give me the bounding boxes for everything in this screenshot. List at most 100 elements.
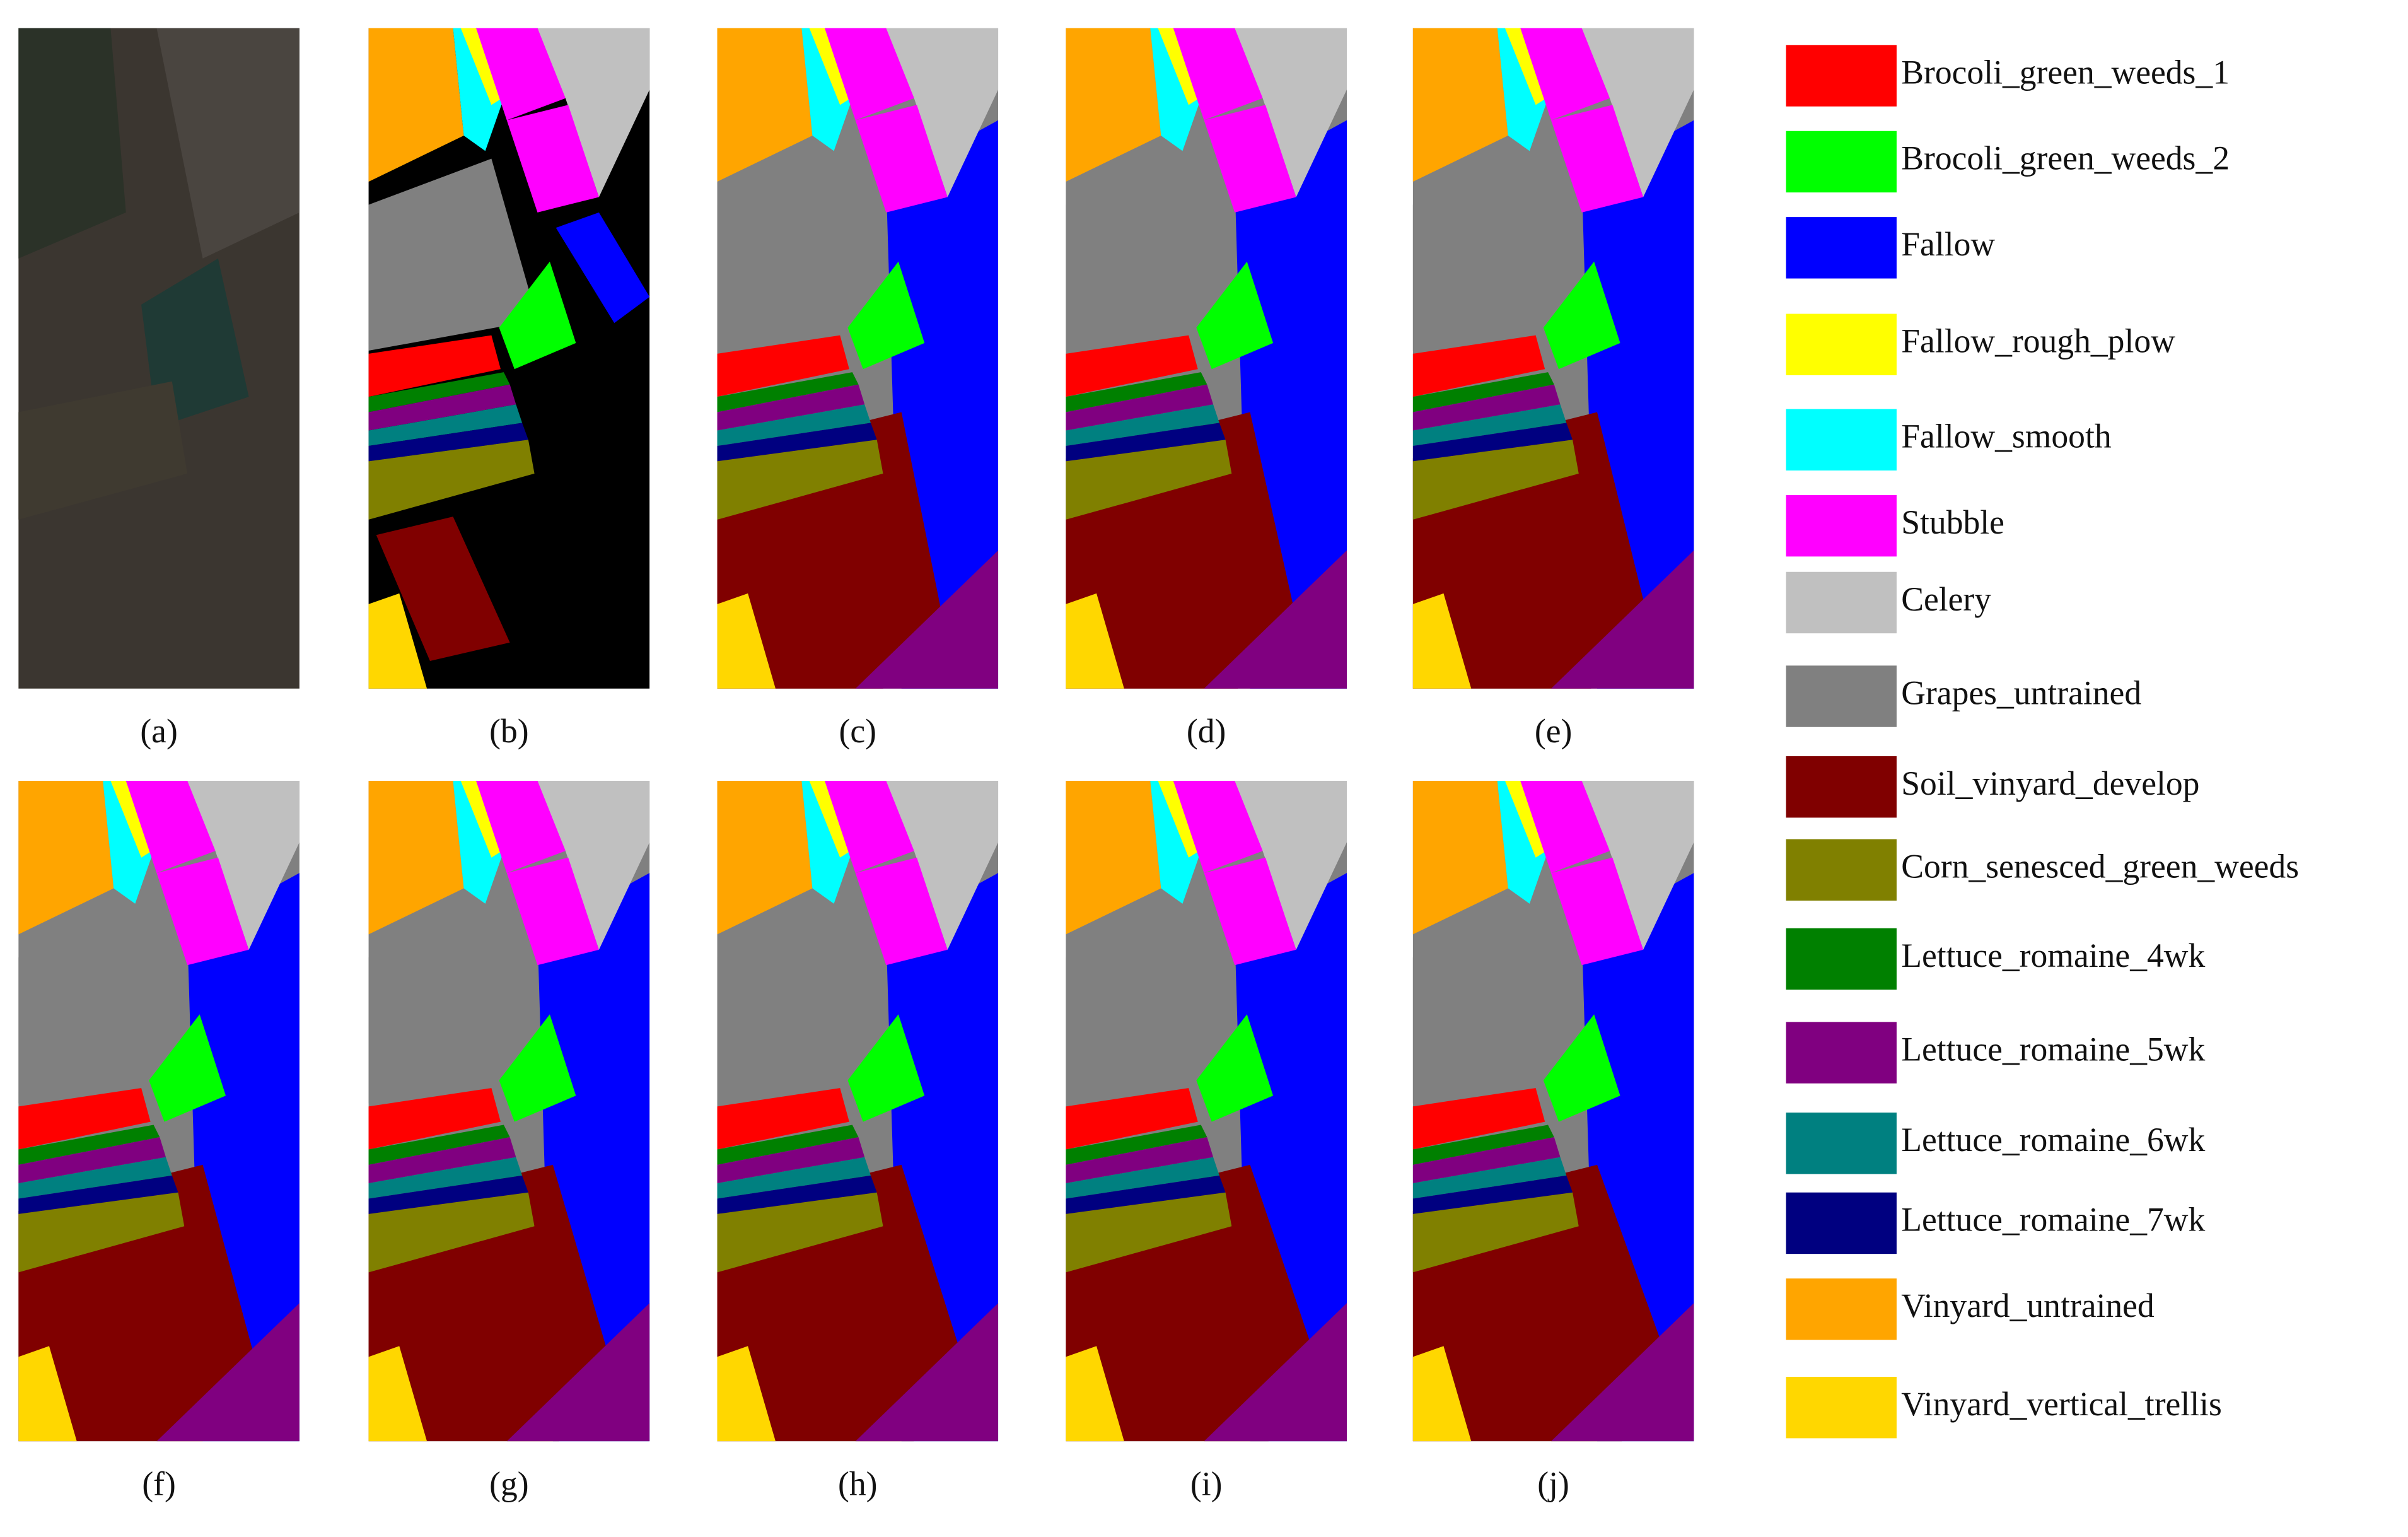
class-region <box>717 335 849 397</box>
legend-label: Corn_senesced_green_weeds <box>1901 848 2299 885</box>
class-region <box>1066 423 1226 462</box>
class-region <box>1497 780 1551 904</box>
class-region <box>717 1137 865 1184</box>
panel-label: (a) <box>140 712 177 750</box>
legend-label: Brocoli_green_weeds_2 <box>1901 139 2230 177</box>
class-region <box>18 1137 166 1184</box>
class-region <box>1600 212 1694 324</box>
class-region <box>1253 965 1347 1076</box>
class-region <box>368 1088 501 1150</box>
panel-label: (j) <box>1537 1465 1569 1503</box>
class-region <box>18 1175 178 1214</box>
legend-swatch <box>1786 45 1897 107</box>
legend-label: Lettuce_romaine_7wk <box>1901 1201 2205 1239</box>
class-region <box>368 335 501 397</box>
class-region <box>1073 517 1207 662</box>
class-region <box>476 28 569 120</box>
class-region <box>1204 550 1347 689</box>
class-region <box>1196 261 1274 370</box>
class-region <box>1412 911 1582 1104</box>
class-region <box>1412 593 1472 689</box>
legend-swatch <box>1786 839 1897 901</box>
legend-label: Vinyard_untrained <box>1901 1287 2155 1324</box>
class-region <box>1073 1269 1207 1414</box>
legend-label: Fallow_rough_plow <box>1901 322 2175 360</box>
class-region <box>149 1014 226 1122</box>
legend-swatch <box>1786 313 1897 375</box>
class-region <box>453 28 507 151</box>
class-region <box>1158 28 1201 105</box>
class-region <box>1550 105 1644 213</box>
panel-label: (c) <box>839 712 876 750</box>
class-region <box>506 105 599 213</box>
class-region <box>156 857 249 966</box>
class-region <box>206 965 300 1076</box>
class-region <box>1066 911 1235 1104</box>
map-content <box>1066 780 1347 1442</box>
class-region <box>18 1192 185 1273</box>
class-region <box>18 1125 160 1165</box>
class-region <box>187 780 300 950</box>
legend-swatch <box>1786 665 1897 727</box>
class-region <box>717 1192 883 1273</box>
classification-map <box>18 780 300 1442</box>
panel-label: (h) <box>838 1465 877 1503</box>
class-region <box>717 372 859 412</box>
legend-label: Lettuce_romaine_6wk <box>1901 1121 2205 1159</box>
class-region <box>499 1014 576 1122</box>
class-region <box>717 440 883 520</box>
panel-label: (i) <box>1190 1465 1223 1503</box>
map-content <box>18 28 300 689</box>
class-region <box>824 780 917 874</box>
legend-swatch <box>1786 928 1897 990</box>
class-region <box>904 212 999 324</box>
class-region <box>1066 1192 1232 1273</box>
class-region <box>717 1157 871 1199</box>
legend-label: Lettuce_romaine_5wk <box>1901 1030 2205 1068</box>
class-region <box>103 780 157 904</box>
legend-swatch <box>1786 756 1897 818</box>
class-region <box>368 780 464 935</box>
class-region <box>717 780 813 935</box>
class-region <box>1173 780 1265 874</box>
map-content <box>1066 28 1347 689</box>
class-region <box>368 1157 523 1199</box>
class-region <box>1235 28 1347 197</box>
class-region <box>1066 1157 1219 1199</box>
class-region <box>368 1125 510 1165</box>
class-region <box>1581 28 1694 197</box>
legend-swatch <box>1786 217 1897 279</box>
classification-map <box>18 28 300 689</box>
panel-label: (e) <box>1535 712 1572 750</box>
field <box>18 28 126 259</box>
class-region <box>1412 423 1573 462</box>
class-region <box>368 1175 528 1214</box>
class-region <box>1158 780 1201 858</box>
class-region <box>1412 1192 1579 1273</box>
class-region <box>1550 857 1644 966</box>
class-region <box>1412 1346 1472 1442</box>
legend-label: Grapes_untrained <box>1901 674 2141 711</box>
class-region <box>1150 780 1204 904</box>
legend-label: Lettuce_romaine_4wk <box>1901 937 2205 974</box>
class-region <box>18 1157 172 1199</box>
map-content <box>368 28 650 689</box>
class-region <box>1520 780 1613 874</box>
class-region <box>1066 335 1198 397</box>
class-region <box>1253 212 1347 324</box>
class-region <box>1066 1175 1226 1214</box>
class-region <box>724 517 859 662</box>
class-region <box>368 404 523 447</box>
legend-swatch <box>1786 131 1897 193</box>
class-region <box>18 1088 151 1150</box>
class-region <box>717 1346 776 1442</box>
panel-label: (d) <box>1187 712 1226 750</box>
legend-label: Celery <box>1901 580 1991 618</box>
classification-map <box>368 780 650 1442</box>
field <box>156 28 300 259</box>
class-region <box>18 1346 77 1442</box>
class-region <box>1412 335 1545 397</box>
class-region <box>1066 593 1124 689</box>
class-region <box>1066 1088 1198 1150</box>
legend-swatch <box>1786 1376 1897 1439</box>
